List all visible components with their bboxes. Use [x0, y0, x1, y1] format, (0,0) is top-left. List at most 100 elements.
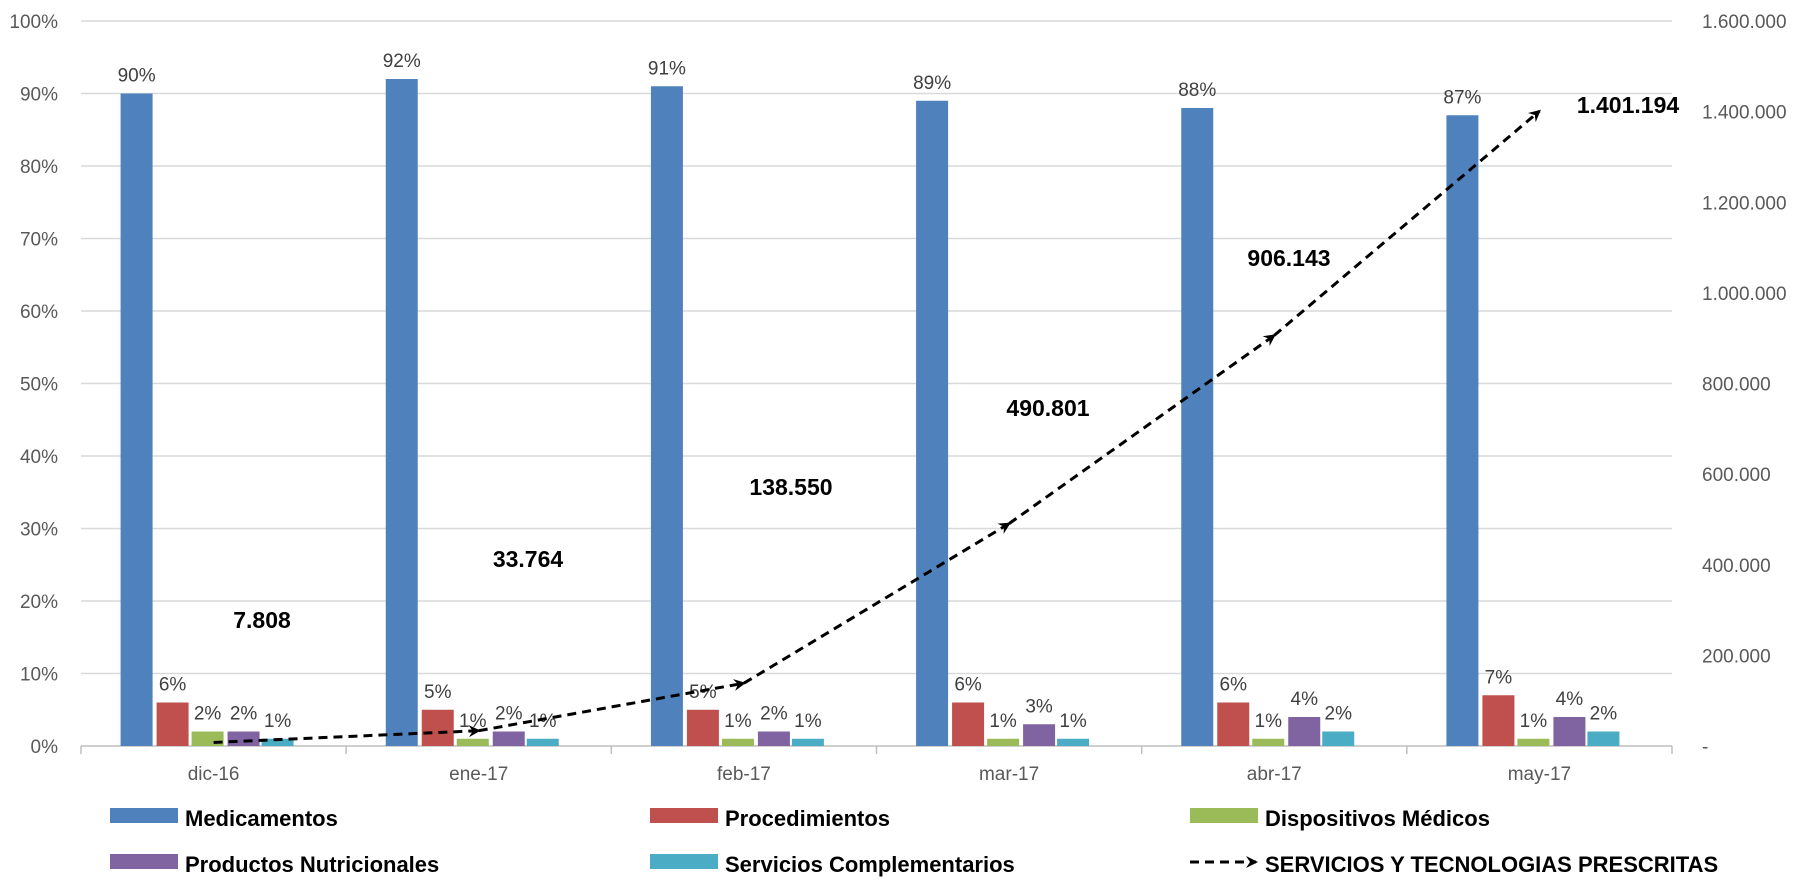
y-left-tick-label: 100%	[9, 12, 58, 33]
bar-3-3	[1023, 724, 1056, 746]
y-left-tick-label: 0%	[31, 737, 59, 758]
bar-data-label: 6%	[159, 675, 187, 696]
bar-2-5	[1517, 738, 1550, 746]
bar-data-label: 90%	[118, 66, 156, 87]
y-right-tick-label: 1.200.000	[1702, 193, 1787, 214]
bar-3-2	[757, 731, 790, 746]
line-data-label: 906.143	[1247, 245, 1330, 271]
bar-1-4	[1217, 702, 1250, 746]
axes: 0% 10% 20% 30% 40% 50% 60% 70% 80% 90% 100% - 200.00…	[9, 12, 1786, 785]
bar-data-label: 1%	[1520, 711, 1548, 732]
bar-2-3	[987, 738, 1020, 746]
bar-3-1	[492, 731, 525, 746]
y-left-tick-label: 80%	[20, 157, 58, 178]
x-tick-label: ene-17	[449, 764, 508, 785]
y-right-tick-label: 1.000.000	[1702, 284, 1787, 305]
bar-2-4	[1252, 738, 1285, 746]
legend-label: Servicios Complementarios	[725, 852, 1015, 877]
bar-1-5	[1482, 695, 1515, 746]
y-right-tick-label: 1.600.000	[1702, 12, 1787, 33]
legend-swatch-3	[110, 854, 178, 869]
bar-data-label: 87%	[1443, 87, 1481, 108]
legend-swatch-1	[650, 808, 718, 823]
bar-4-4	[1322, 731, 1355, 746]
bar-2-1	[456, 738, 489, 746]
bar-data-labels: 90% 92% 91% 89% 88% 87% 6% 5% 5% 6% 6% 7% 2% 1% 1% 1% 1%…	[118, 51, 1618, 732]
bar-0-4	[1181, 108, 1214, 746]
x-tick-label: may-17	[1508, 764, 1571, 785]
bar-0-2	[650, 86, 683, 746]
bar-data-label: 6%	[1220, 675, 1248, 696]
bar-data-label: 4%	[1291, 689, 1319, 710]
y-right-tick-label: 600.000	[1702, 465, 1771, 486]
y-right-tick-label: 400.000	[1702, 556, 1771, 577]
bar-data-label: 7%	[1485, 667, 1513, 688]
line-segment-4	[1273, 109, 1541, 337]
bar-data-label: 1%	[529, 711, 557, 732]
line-segment-3	[1008, 334, 1276, 525]
bar-data-label: 3%	[1025, 696, 1053, 717]
bar-data-label: 5%	[424, 682, 452, 703]
bar-data-label: 1%	[724, 711, 752, 732]
y-left-tick-label: 70%	[20, 230, 58, 251]
bar-data-label: 88%	[1178, 80, 1216, 101]
legend-swatch-2	[1190, 808, 1258, 823]
bar-data-label: 2%	[230, 704, 258, 725]
bar-0-3	[916, 100, 949, 746]
y-right-tick-label: 800.000	[1702, 375, 1771, 396]
y-right-tick-label: 1.400.000	[1702, 103, 1787, 124]
line-data-label: 7.808	[233, 607, 291, 633]
bar-data-label: 2%	[194, 704, 222, 725]
bar-0-0	[120, 93, 153, 746]
bar-3-5	[1553, 717, 1586, 746]
bar-0-5	[1446, 115, 1479, 746]
y-right-tick-label: -	[1702, 737, 1708, 758]
line-data-label: 138.550	[749, 474, 832, 500]
bar-2-2	[721, 738, 754, 746]
bar-1-2	[686, 709, 719, 746]
bar-4-0	[261, 738, 294, 746]
bar-data-label: 5%	[689, 682, 717, 703]
y-left-tick-label: 40%	[20, 447, 58, 468]
bar-4-5	[1587, 731, 1620, 746]
legend: Medicamentos Procedimientos Dispositivos M…	[110, 806, 1718, 877]
bar-data-label: 2%	[760, 704, 788, 725]
bar-data-label: 1%	[264, 711, 292, 732]
y-left-tick-label: 20%	[20, 592, 58, 613]
bar-3-4	[1288, 717, 1321, 746]
legend-label: Medicamentos	[185, 806, 338, 831]
legend-label: SERVICIOS Y TECNOLOGIAS PRESCRITAS	[1265, 852, 1718, 877]
bar-data-label: 2%	[495, 704, 523, 725]
x-tick-label: abr-17	[1247, 764, 1302, 785]
line-data-labels: 7.808 33.764 138.550 490.801 906.143 1.401.19…	[233, 92, 1679, 633]
y-left-tick-label: 90%	[20, 85, 58, 106]
bar-series	[120, 79, 1620, 746]
bar-data-label: 4%	[1556, 689, 1584, 710]
y-left-tick-label: 30%	[20, 520, 58, 541]
x-tick-label: dic-16	[188, 764, 240, 785]
bar-1-3	[952, 702, 985, 746]
bar-data-label: 1%	[989, 711, 1017, 732]
bar-4-1	[526, 738, 559, 746]
x-tick-label: mar-17	[979, 764, 1039, 785]
bar-data-label: 2%	[1325, 704, 1353, 725]
legend-label: Dispositivos Médicos	[1265, 806, 1490, 831]
line-data-label: 490.801	[1006, 395, 1089, 421]
legend-label: Procedimientos	[725, 806, 890, 831]
bar-data-label: 1%	[794, 711, 822, 732]
bar-4-3	[1057, 738, 1090, 746]
line-data-label: 1.401.194	[1577, 92, 1680, 118]
y-right-tick-label: 200.000	[1702, 646, 1771, 667]
line-series	[213, 109, 1541, 744]
bar-data-label: 2%	[1590, 704, 1618, 725]
y-left-tick-label: 10%	[20, 665, 58, 686]
gridlines	[81, 20, 1672, 675]
bar-2-0	[191, 731, 224, 746]
bar-0-1	[385, 79, 418, 746]
bar-data-label: 1%	[1255, 711, 1283, 732]
bar-data-label: 1%	[1059, 711, 1087, 732]
bar-data-label: 91%	[648, 58, 686, 79]
bar-data-label: 6%	[954, 675, 982, 696]
line-data-label: 33.764	[493, 546, 564, 572]
